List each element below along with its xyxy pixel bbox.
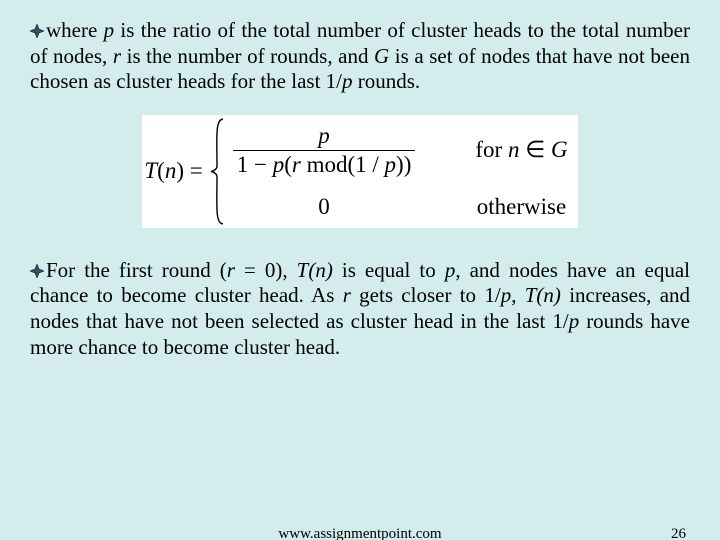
- footer-url: www.assignmentpoint.com: [0, 526, 720, 540]
- case1-fraction: p 1 − p(r mod(1 / p)): [233, 123, 416, 178]
- p2-var-r2: r: [343, 283, 351, 307]
- frac-numerator: p: [233, 123, 416, 151]
- den-p: p: [273, 152, 285, 177]
- paragraph-2: For the first round (r = 0), T(n) is equ…: [30, 258, 690, 360]
- p1-seg1: where: [46, 18, 104, 42]
- p1-seg5: rounds.: [353, 69, 421, 93]
- den-r: r: [292, 152, 301, 177]
- diamond-bullet-icon: [30, 19, 44, 45]
- lhs-T: T: [144, 158, 157, 183]
- lhs-n: n: [165, 158, 177, 183]
- lhs-close: ) =: [176, 158, 202, 183]
- cond1-in: ∈: [519, 137, 551, 162]
- p2-var-r: r: [227, 258, 235, 282]
- p2-seg1: For the first round (: [46, 258, 227, 282]
- case2-value: 0: [233, 194, 416, 220]
- cond1-G: G: [551, 137, 568, 162]
- left-brace-icon: [209, 117, 227, 226]
- slide: where p is the ratio of the total number…: [0, 0, 720, 540]
- p2-var-p2: p: [501, 283, 512, 307]
- p2-seg2: = 0),: [235, 258, 297, 282]
- footer-page-number: 26: [671, 526, 686, 540]
- den-close: )): [396, 152, 411, 177]
- p2-seg5: gets closer to 1/: [351, 283, 501, 307]
- p2-var-Tn2: T(n): [525, 283, 561, 307]
- paragraph-1: where p is the ratio of the total number…: [30, 18, 690, 95]
- p1-var-p: p: [104, 18, 115, 42]
- p1-var-G: G: [374, 44, 389, 68]
- diamond-bullet-icon: [30, 259, 44, 285]
- p2-var-Tn: T(n): [297, 258, 333, 282]
- den-p2: p: [385, 152, 397, 177]
- den-1: 1 −: [237, 152, 273, 177]
- den-open: (: [284, 152, 292, 177]
- formula-cases: p 1 − p(r mod(1 / p)) for n ∈ G 0 otherw…: [227, 117, 576, 226]
- p2-seg3: is equal to: [333, 258, 445, 282]
- case2-condition: otherwise: [475, 194, 567, 220]
- case1-condition: for n ∈ G: [475, 137, 567, 163]
- den-mod: mod(1 /: [301, 152, 385, 177]
- formula: T(n) = p 1 − p(r mod(1 / p)) for: [144, 117, 575, 226]
- formula-lhs: T(n) =: [144, 158, 208, 184]
- lhs-open: (: [157, 158, 165, 183]
- p2-seg6: ,: [511, 283, 525, 307]
- cond1-for: for: [475, 137, 508, 162]
- formula-container: T(n) = p 1 − p(r mod(1 / p)) for: [30, 115, 690, 228]
- cond1-n: n: [508, 137, 520, 162]
- frac-denominator: 1 − p(r mod(1 / p)): [233, 151, 416, 178]
- p2-var-p3: p: [569, 309, 580, 333]
- p1-var-p2: p: [342, 69, 353, 93]
- p2-var-p: p: [445, 258, 456, 282]
- p1-seg3: is the number of rounds, and: [121, 44, 374, 68]
- formula-box: T(n) = p 1 − p(r mod(1 / p)) for: [142, 115, 577, 228]
- p1-var-r: r: [113, 44, 121, 68]
